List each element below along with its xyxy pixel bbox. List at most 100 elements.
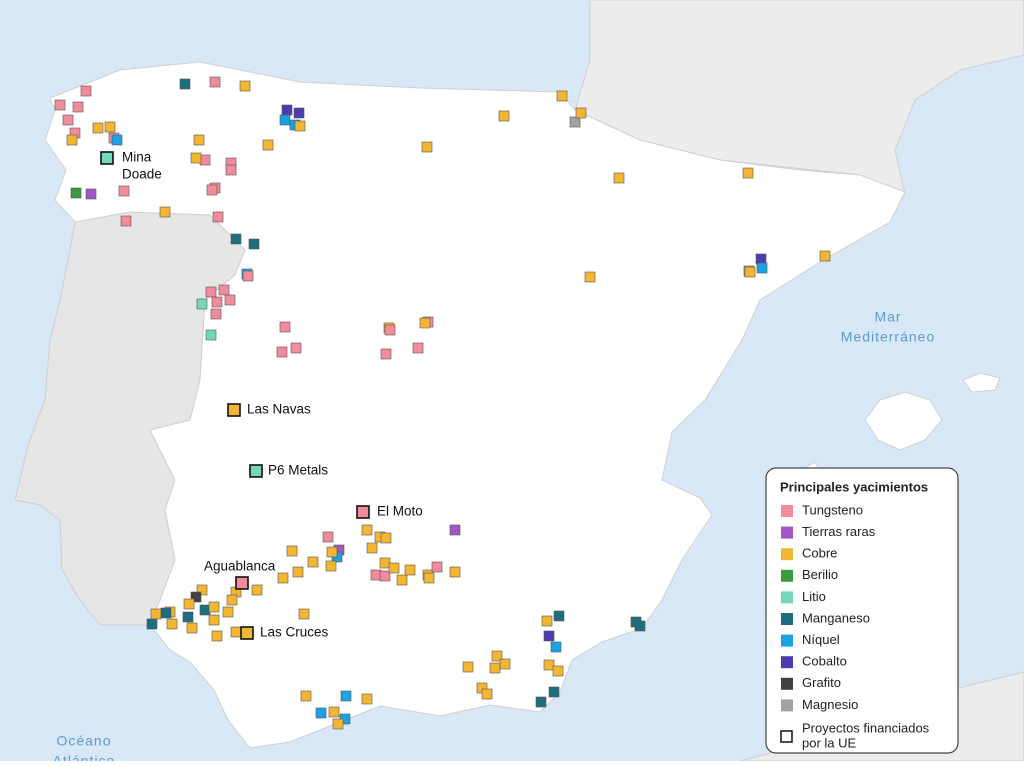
deposit-marker <box>575 107 587 119</box>
deposit-marker <box>535 696 547 708</box>
deposit-marker <box>222 606 234 618</box>
deposit-marker <box>118 185 130 197</box>
mallorca <box>864 391 943 451</box>
deposit-marker <box>183 598 195 610</box>
deposit-marker <box>182 611 194 623</box>
deposit-marker <box>541 615 553 627</box>
deposit-marker <box>298 608 310 620</box>
deposit-marker <box>744 266 756 278</box>
deposit-marker <box>361 693 373 705</box>
deposit-marker <box>80 85 92 97</box>
deposit-marker <box>196 298 208 310</box>
deposit-marker <box>85 188 97 200</box>
deposit-marker <box>379 557 391 569</box>
legend-label: Berilio <box>802 567 838 582</box>
deposit-marker <box>286 545 298 557</box>
deposit-marker <box>292 566 304 578</box>
eu-project-marker <box>100 151 114 165</box>
deposit-marker <box>210 308 222 320</box>
legend: Principales yacimientos Tungsteno Tierras… <box>765 467 959 754</box>
deposit-marker <box>208 614 220 626</box>
deposit-marker <box>322 531 334 543</box>
deposit-marker <box>419 317 431 329</box>
deposit-marker <box>431 561 443 573</box>
deposit-marker <box>396 574 408 586</box>
deposit-marker <box>159 206 171 218</box>
legend-swatch <box>781 505 793 517</box>
deposit-marker <box>205 329 217 341</box>
legend-swatch <box>781 613 793 625</box>
deposit-marker <box>279 321 291 333</box>
menorca <box>962 372 1001 393</box>
deposit-marker <box>366 542 378 554</box>
deposit-marker <box>404 564 416 576</box>
deposit-marker <box>111 134 123 146</box>
deposit-marker <box>208 601 220 613</box>
deposit-marker <box>481 688 493 700</box>
deposit-marker <box>379 570 391 582</box>
deposit-marker <box>543 659 555 671</box>
deposit-marker <box>380 348 392 360</box>
deposit-marker <box>279 114 291 126</box>
deposit-marker <box>326 546 338 558</box>
legend-label: Magnesio <box>802 697 858 712</box>
deposit-marker <box>370 569 382 581</box>
sea-label: Mar <box>874 309 901 325</box>
legend-swatch <box>781 526 793 539</box>
deposit-marker <box>196 584 208 596</box>
deposit-marker <box>307 556 319 568</box>
deposit-marker <box>462 661 474 673</box>
deposit-marker <box>179 78 191 90</box>
legend-label: Níquel <box>802 632 840 647</box>
deposit-marker <box>325 560 337 572</box>
eu-project-marker <box>356 505 370 519</box>
place-label: Las Navas <box>247 402 311 417</box>
deposit-marker <box>160 607 172 619</box>
deposit-marker <box>756 262 768 274</box>
deposit-marker <box>281 104 293 116</box>
legend-swatch <box>781 548 793 561</box>
deposit-marker <box>569 116 581 128</box>
place-label: Las Cruces <box>260 625 329 640</box>
deposit-marker <box>489 662 501 674</box>
deposit-marker <box>421 141 433 153</box>
deposit-marker <box>242 270 254 282</box>
deposit-marker <box>209 76 221 88</box>
deposit-marker <box>262 139 274 151</box>
deposits <box>54 76 831 730</box>
legend-title: Principales yacimientos <box>780 479 928 494</box>
legend-label: Tierras raras <box>802 524 876 539</box>
legend-swatch <box>781 677 793 690</box>
deposit-marker <box>300 690 312 702</box>
place-label: Mina <box>122 150 152 165</box>
deposit-marker <box>498 110 510 122</box>
place-label: Doade <box>122 167 162 182</box>
deposit-marker <box>332 718 344 730</box>
deposit-marker <box>150 608 162 620</box>
deposit-marker <box>384 324 396 336</box>
deposit-marker <box>205 286 217 298</box>
deposit-marker <box>584 271 596 283</box>
deposit-marker <box>199 154 211 166</box>
deposit-marker <box>449 566 461 578</box>
deposit-marker <box>613 172 625 184</box>
legend-swatch <box>781 634 793 647</box>
deposit-marker <box>552 665 564 677</box>
legend-label: Grafito <box>802 675 841 690</box>
deposit-marker <box>293 107 305 119</box>
deposit-marker <box>412 342 424 354</box>
deposit-marker <box>211 630 223 642</box>
legend-label: Proyectos financiados <box>802 720 930 735</box>
deposit-marker <box>226 594 238 606</box>
eu-project-marker <box>249 464 263 478</box>
eu-project-marker <box>240 626 254 640</box>
legend-swatch <box>781 699 793 712</box>
deposit-marker <box>277 572 289 584</box>
deposit-marker <box>225 164 237 176</box>
spain <box>44 61 906 749</box>
eu-project-marker <box>235 576 249 590</box>
deposit-marker <box>199 604 211 616</box>
deposit-marker <box>190 591 202 603</box>
place-labels: Mina Doade Las Navas P6 Metals El Moto Aguabl… <box>53 150 935 766</box>
